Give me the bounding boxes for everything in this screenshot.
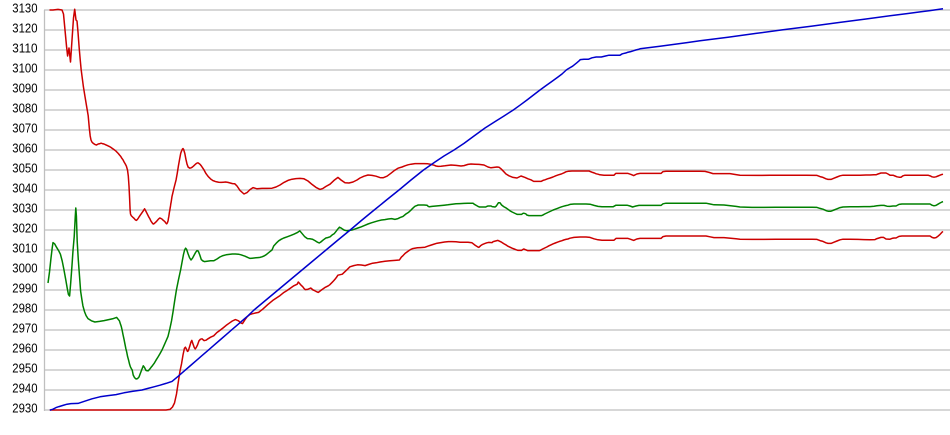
svg-text:3130: 3130 bbox=[12, 0, 37, 15]
svg-text:3050: 3050 bbox=[12, 160, 37, 175]
svg-text:3060: 3060 bbox=[12, 140, 37, 155]
svg-text:3010: 3010 bbox=[12, 240, 37, 255]
svg-text:3030: 3030 bbox=[12, 200, 37, 215]
svg-text:2960: 2960 bbox=[12, 340, 37, 355]
svg-text:2930: 2930 bbox=[12, 400, 37, 415]
svg-text:3100: 3100 bbox=[12, 60, 37, 75]
svg-text:3090: 3090 bbox=[12, 80, 37, 95]
svg-text:3080: 3080 bbox=[12, 100, 37, 115]
svg-text:3040: 3040 bbox=[12, 180, 37, 195]
svg-text:3120: 3120 bbox=[12, 20, 37, 35]
svg-text:3020: 3020 bbox=[12, 220, 37, 235]
svg-text:2950: 2950 bbox=[12, 360, 37, 375]
svg-text:3070: 3070 bbox=[12, 120, 37, 135]
svg-text:3000: 3000 bbox=[12, 260, 37, 275]
svg-text:2990: 2990 bbox=[12, 280, 37, 295]
svg-text:3110: 3110 bbox=[12, 40, 37, 55]
svg-text:2970: 2970 bbox=[12, 320, 37, 335]
svg-text:2940: 2940 bbox=[12, 380, 37, 395]
svg-text:2980: 2980 bbox=[12, 300, 37, 315]
